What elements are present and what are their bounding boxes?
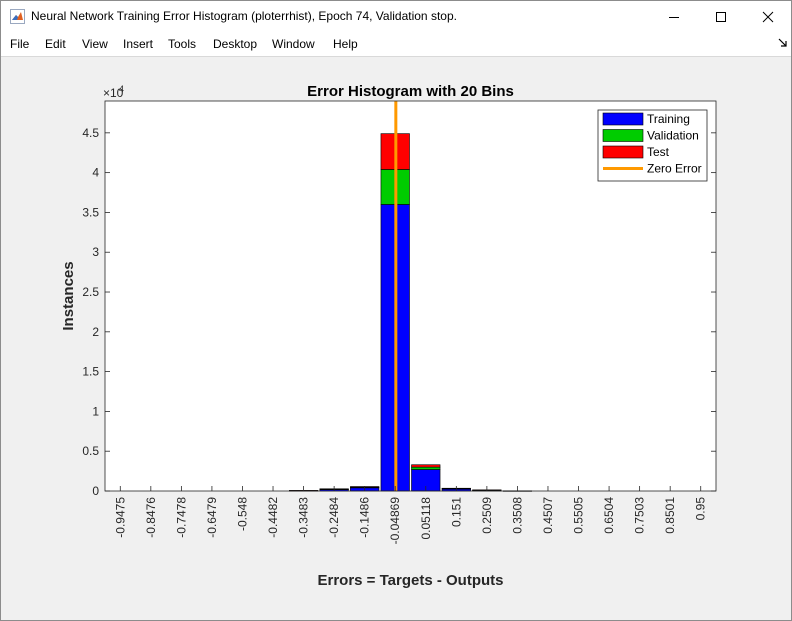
window-title: Neural Network Training Error Histogram … <box>31 9 457 23</box>
x-tick-label-1: -0.8476 <box>144 497 158 538</box>
y-tick-label-0: 0 <box>92 484 99 498</box>
x-tick-label-16: 0.6504 <box>602 497 616 534</box>
error-histogram-chart: 0 0.5 1 1.5 2 2.5 3 3.5 4 4.5 -0.9475 -0.8476 -0.747… <box>60 83 717 589</box>
legend-label-test: Test <box>647 145 670 159</box>
legend-swatch-validation <box>602 129 644 142</box>
x-tick-label-9: -0.04869 <box>388 497 402 545</box>
x-tick-label-0: -0.9475 <box>113 497 127 538</box>
x-tick-label-15: 0.5505 <box>572 497 586 534</box>
y-tick-label-9: 4.5 <box>82 126 99 140</box>
menu-window[interactable]: Window <box>272 37 315 51</box>
maximize-icon <box>716 11 726 22</box>
menu-edit[interactable]: Edit <box>45 37 66 51</box>
chart-title: Error Histogram with 20 Bins <box>307 83 514 100</box>
menu-insert[interactable]: Insert <box>123 37 154 51</box>
menu-desktop[interactable]: Desktop <box>213 37 258 51</box>
x-axis-label: Errors = Targets - Outputs <box>317 572 503 589</box>
y-tick-label-3: 1.5 <box>82 365 99 379</box>
x-tick-label-2: -0.7478 <box>174 497 188 538</box>
y-exponent-label: ×10 <box>103 86 124 100</box>
y-tick-label-2: 1 <box>92 404 99 418</box>
menu-help[interactable]: Help <box>333 37 358 51</box>
menu-file[interactable]: File <box>10 37 30 51</box>
close-icon <box>762 11 774 22</box>
bar-validation-10 <box>411 466 441 470</box>
y-tick-label-5: 2.5 <box>82 285 99 299</box>
figure-canvas: 0 0.5 1 1.5 2 2.5 3 3.5 4 4.5 -0.9475 -0.8476 -0.747… <box>1 57 791 620</box>
dock-arrow-icon[interactable] <box>778 38 788 48</box>
x-tick-label-11: 0.151 <box>449 497 463 527</box>
legend-label-training: Training <box>647 112 690 126</box>
title-bar[interactable]: Neural Network Training Error Histogram … <box>1 1 791 32</box>
x-tick-label-10: 0.05118 <box>419 497 433 540</box>
y-exponent-power: 4 <box>119 84 124 94</box>
y-tick-label-4: 2 <box>92 325 99 339</box>
x-tick-label-3: -0.6479 <box>205 497 219 538</box>
x-tick-label-19: 0.95 <box>694 497 708 521</box>
y-tick-label-7: 3.5 <box>82 205 99 219</box>
bar-test-10 <box>411 464 441 468</box>
menu-bar: File Edit View Insert Tools Desktop Wind… <box>1 32 791 57</box>
x-tick-label-4: -0.548 <box>235 497 249 531</box>
x-tick-label-12: 0.2509 <box>480 497 494 534</box>
x-tick-label-6: -0.3483 <box>297 497 311 538</box>
y-axis-label: Instances <box>60 261 77 330</box>
legend-label-validation: Validation <box>647 129 699 143</box>
x-tick-label-14: 0.4507 <box>541 497 555 534</box>
x-tick-label-8: -0.1486 <box>358 497 372 538</box>
minimize-button[interactable] <box>651 1 697 32</box>
legend-label-zero-error: Zero Error <box>647 162 702 176</box>
matlab-icon <box>10 9 25 24</box>
y-tick-label-8: 4 <box>92 166 99 180</box>
menu-view[interactable]: View <box>82 37 108 51</box>
legend-swatch-test <box>602 145 644 159</box>
x-tick-label-5: -0.4482 <box>266 497 280 538</box>
y-tick-label-6: 3 <box>92 245 99 259</box>
x-tick-label-13: 0.3508 <box>510 497 524 534</box>
x-tick-label-18: 0.8501 <box>663 497 677 534</box>
maximize-button[interactable] <box>698 1 744 32</box>
x-tick-label-17: 0.7503 <box>633 497 647 534</box>
axes-box <box>104 100 717 492</box>
menu-tools[interactable]: Tools <box>168 37 197 51</box>
legend-swatch-training <box>602 112 644 126</box>
y-tick-label-1: 0.5 <box>82 444 99 458</box>
close-button[interactable] <box>745 1 791 32</box>
x-tick-label-7: -0.2484 <box>327 497 341 538</box>
minimize-icon <box>669 16 679 18</box>
